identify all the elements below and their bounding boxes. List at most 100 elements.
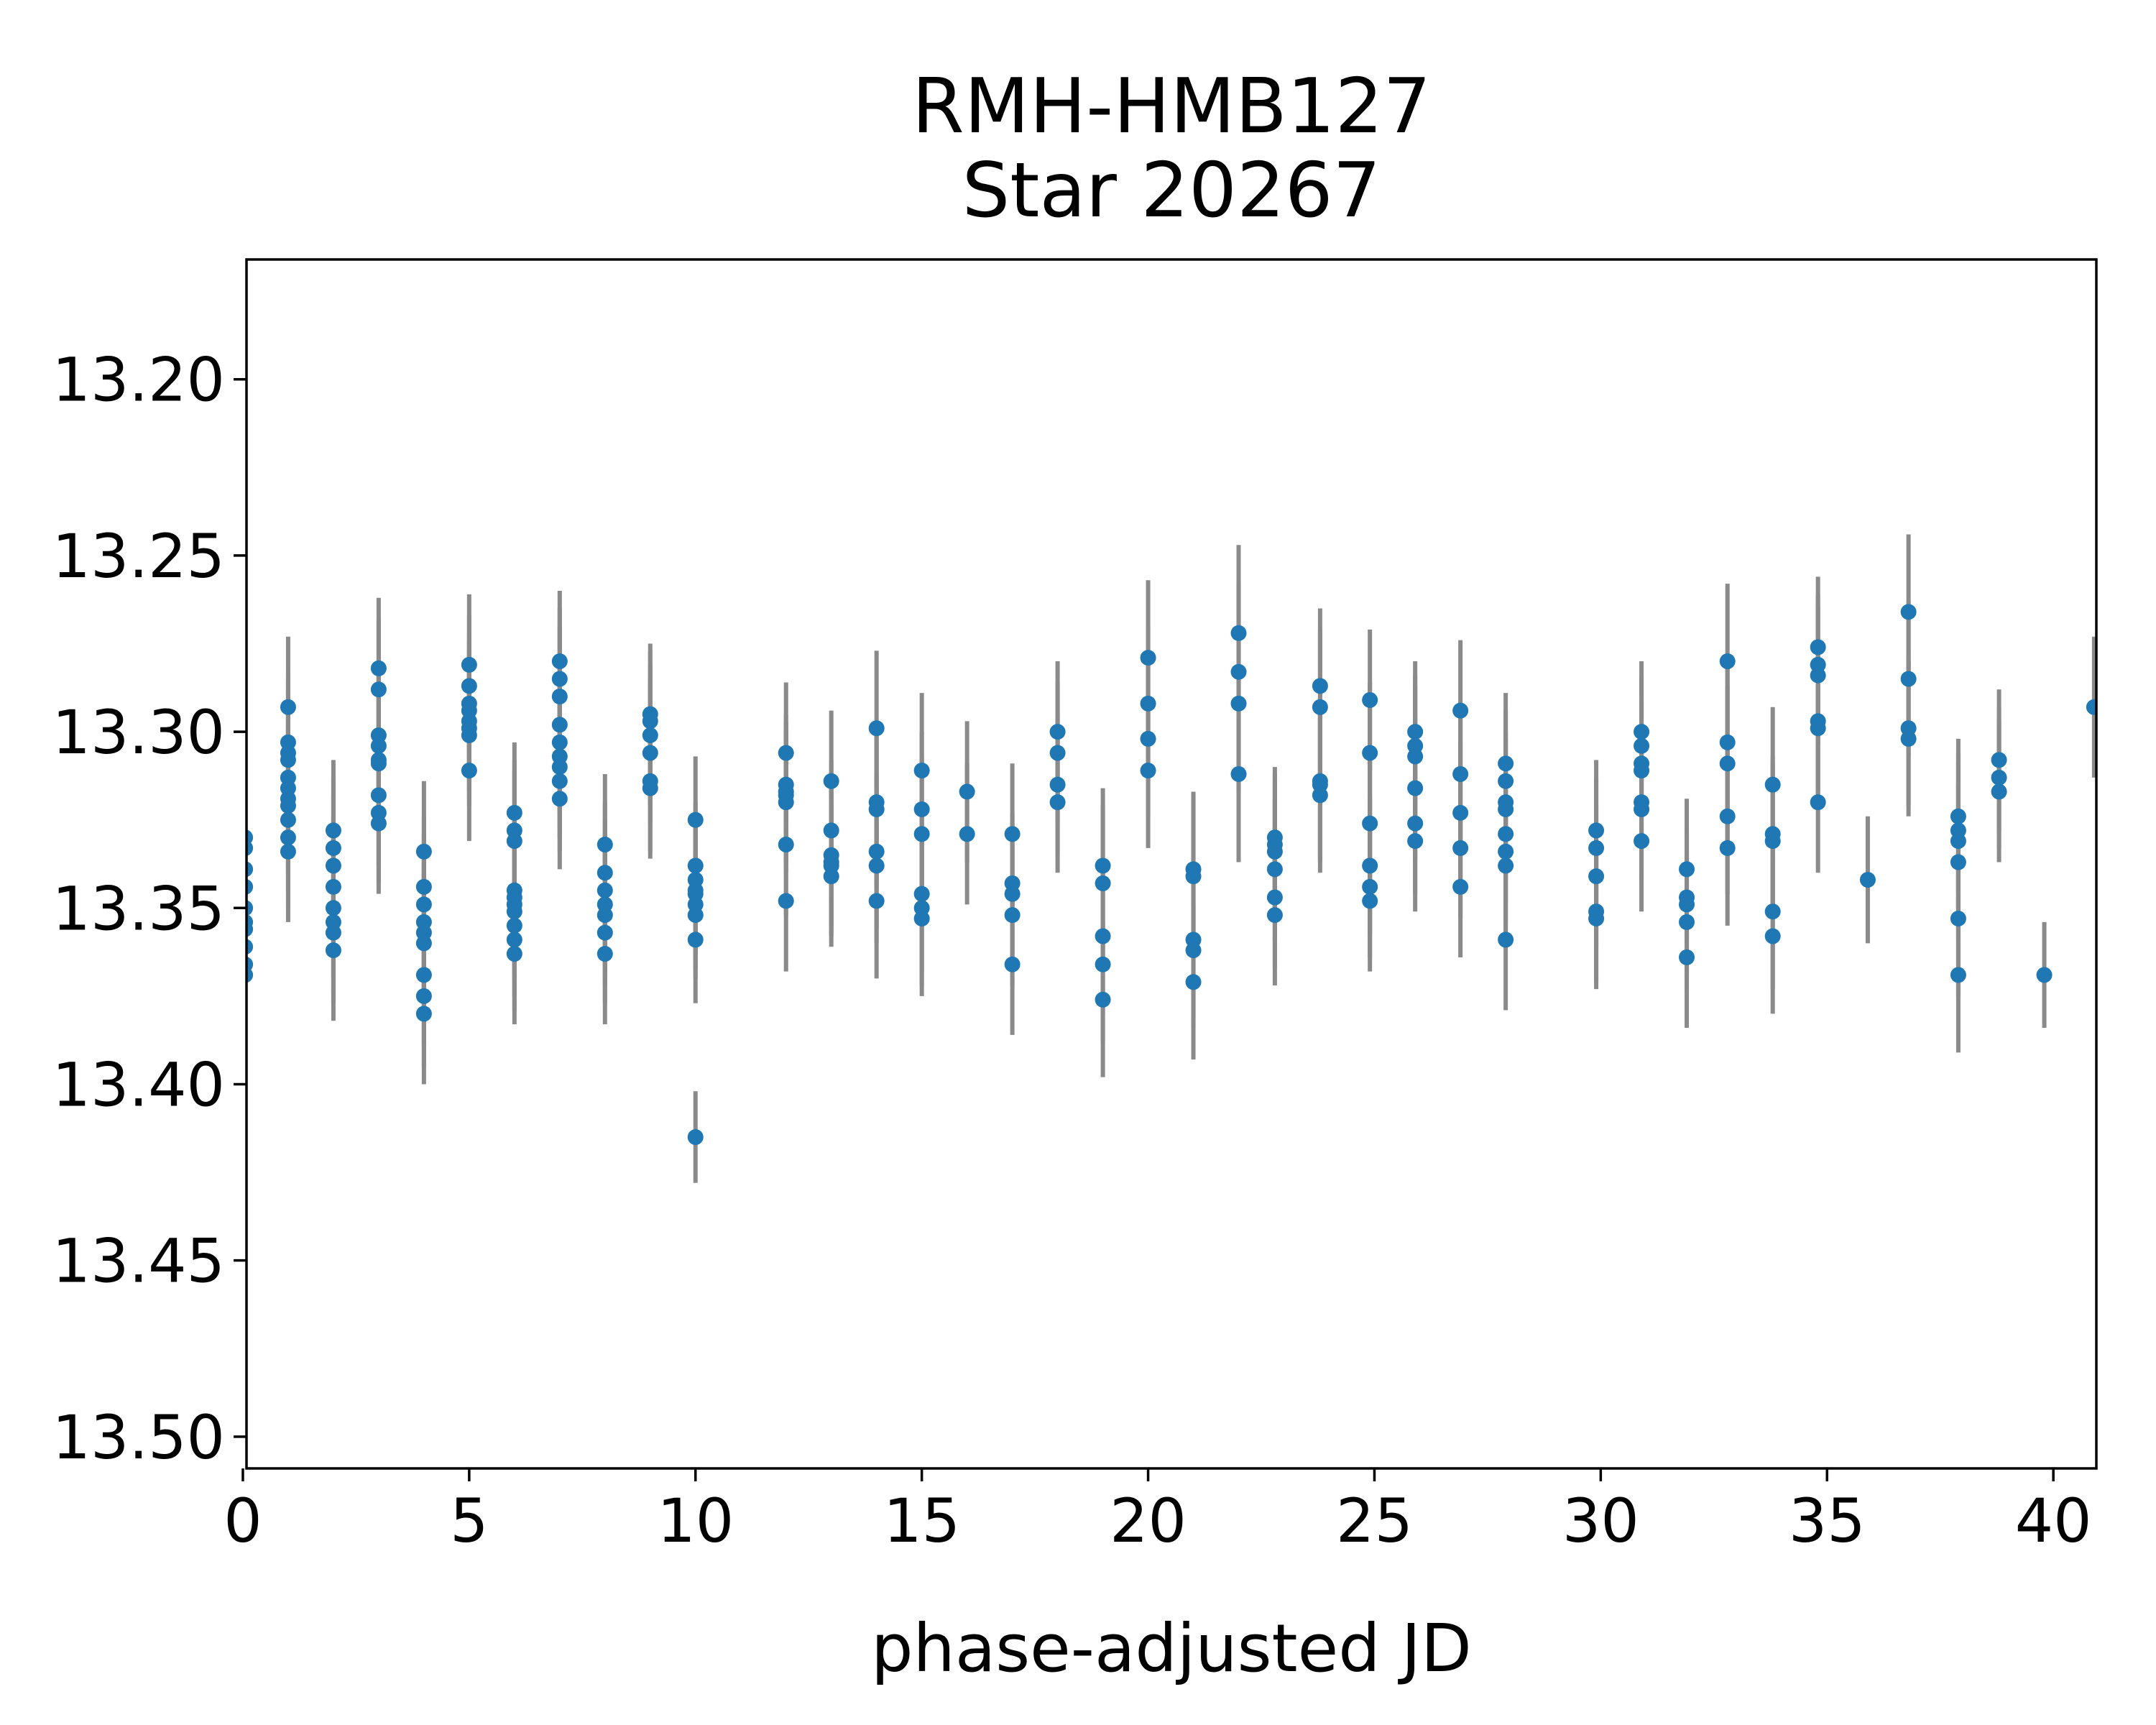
data-point [415, 843, 432, 860]
data-point [868, 843, 885, 860]
data-point [415, 878, 432, 895]
data-point [247, 879, 254, 895]
data-point [778, 893, 794, 909]
data-point [1719, 840, 1736, 856]
data-point [1230, 625, 1247, 641]
data-point [687, 907, 704, 924]
data-point [1049, 794, 1066, 811]
data-point [506, 932, 522, 948]
plot-border [245, 258, 2098, 1470]
data-point [1719, 653, 1736, 670]
data-point [596, 865, 613, 881]
y-tick-label: 13.50 [52, 1402, 225, 1473]
data-point [1900, 730, 1917, 747]
data-point [1634, 801, 1650, 817]
x-axis-label: phase-adjusted JD [871, 1610, 1472, 1687]
data-point [1764, 833, 1781, 850]
data-point [1719, 734, 1736, 750]
data-point [506, 946, 522, 962]
data-point [913, 801, 930, 817]
data-point [1140, 650, 1156, 666]
data-point [325, 878, 341, 895]
data-point [1950, 808, 1966, 824]
data-point [1140, 763, 1156, 779]
data-point [642, 713, 658, 730]
data-point [1634, 737, 1650, 754]
data-point [1312, 787, 1328, 804]
data-point [370, 737, 387, 754]
x-tick-label: 25 [1336, 1486, 1413, 1556]
x-tick-label: 0 [224, 1486, 262, 1556]
data-point [1810, 639, 1826, 656]
data-point [506, 917, 522, 934]
data-point [1095, 956, 1111, 972]
data-point [868, 893, 885, 909]
data-point [1950, 833, 1966, 850]
data-point [778, 837, 794, 853]
data-point [2086, 699, 2096, 715]
data-point [1049, 724, 1066, 740]
data-point [506, 903, 522, 920]
data-point [1452, 765, 1469, 782]
data-point [687, 857, 704, 874]
data-point [551, 734, 568, 750]
data-point [596, 946, 613, 962]
data-point [247, 900, 254, 916]
data-point [551, 717, 568, 733]
y-tick-label: 13.30 [52, 697, 225, 768]
data-point [1362, 691, 1378, 708]
data-point [415, 1006, 432, 1022]
data-point [1719, 755, 1736, 772]
data-point [959, 783, 975, 800]
data-point [1679, 949, 1695, 965]
data-point [1407, 815, 1424, 832]
data-point [913, 911, 930, 927]
data-point [551, 773, 568, 789]
data-point [1764, 928, 1781, 944]
data-point [687, 1129, 704, 1146]
data-point [1140, 730, 1156, 747]
x-tick-label: 30 [1562, 1486, 1639, 1556]
data-point [913, 886, 930, 902]
y-tick-label: 13.35 [52, 873, 225, 944]
data-point [1991, 783, 2007, 800]
data-point [1407, 833, 1424, 850]
data-point [506, 833, 522, 850]
data-point [1634, 833, 1650, 850]
data-point [1452, 702, 1469, 719]
data-point [1588, 840, 1605, 856]
data-point [370, 755, 387, 772]
data-point [1719, 808, 1736, 824]
data-point [1407, 724, 1424, 740]
data-point [1004, 907, 1021, 924]
data-point [1004, 886, 1021, 902]
data-point [1049, 745, 1066, 761]
data-point [868, 857, 885, 874]
data-point [551, 671, 568, 687]
data-point [1230, 663, 1247, 680]
data-point [1950, 854, 1966, 870]
data-point [596, 837, 613, 853]
data-point [1764, 776, 1781, 793]
x-tick-label: 40 [2015, 1486, 2092, 1556]
data-point [1991, 769, 2007, 786]
data-point [1679, 896, 1695, 913]
data-point [1266, 843, 1283, 860]
data-point [325, 924, 341, 941]
data-point [247, 861, 254, 878]
data-point [461, 656, 477, 673]
data-point [1095, 991, 1111, 1008]
data-point [1498, 755, 1514, 772]
data-point [325, 900, 341, 916]
data-point [280, 811, 296, 828]
data-point [1140, 695, 1156, 712]
data-point [642, 780, 658, 796]
data-point [506, 804, 522, 821]
data-point [868, 720, 885, 737]
data-point [2036, 967, 2053, 983]
data-point [1185, 868, 1202, 885]
data-point [1362, 893, 1378, 909]
data-point [1095, 857, 1111, 874]
data-point [913, 826, 930, 842]
